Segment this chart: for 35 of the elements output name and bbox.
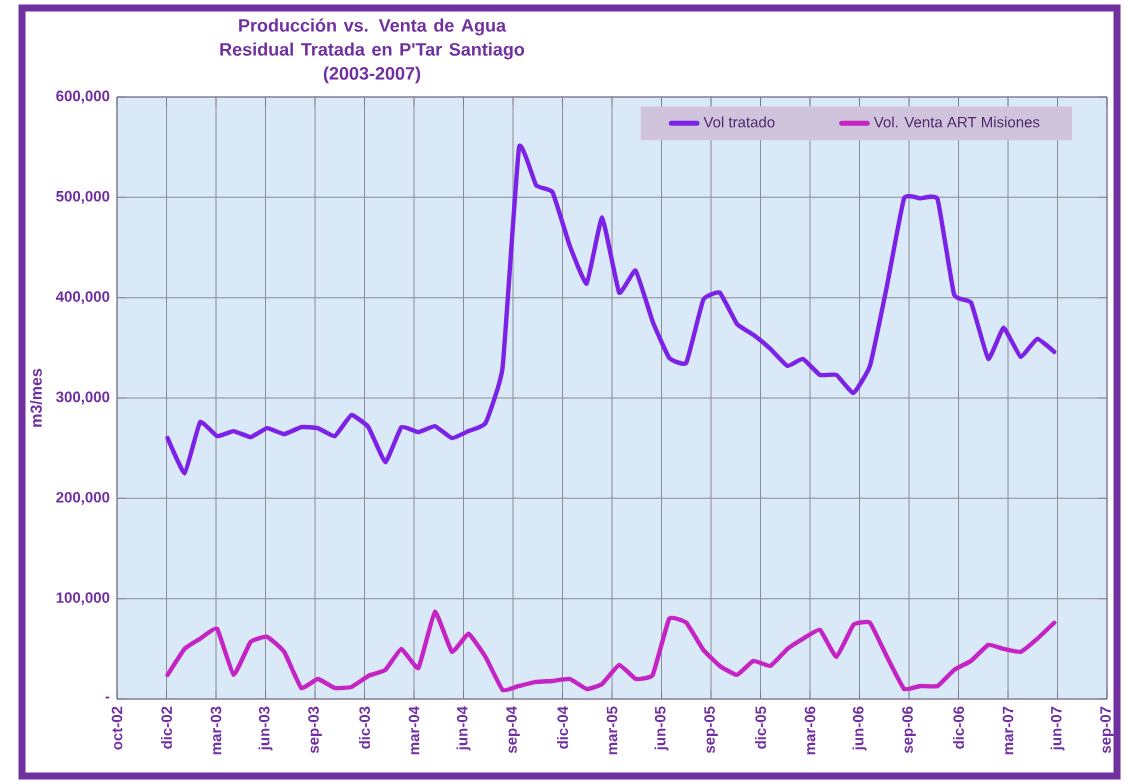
legend-label: Vol tratado <box>703 116 775 128</box>
x-tick-label: dic-06 <box>953 706 965 749</box>
x-tick-label: jun-07 <box>1050 706 1065 751</box>
x-tick-label: mar-04 <box>408 706 420 755</box>
y-tick-label: - <box>105 696 110 699</box>
y-tick-label: 200,000 <box>56 491 110 505</box>
x-tick-label: sep-06 <box>902 706 916 754</box>
x-tick-label: mar-03 <box>210 706 222 755</box>
x-tick-label: sep-04 <box>506 706 520 754</box>
x-tick-label: sep-07 <box>1100 706 1114 754</box>
y-tick-label: 500,000 <box>56 190 110 204</box>
line-series <box>165 144 1057 476</box>
chart-title: Producción vs. Venta de Agua Residual Tratada en P'Tar Santiago <box>220 18 525 60</box>
x-tick-label: oct-02 <box>111 706 123 750</box>
x-tick-label: mar-06 <box>804 706 816 755</box>
x-tick-label: jun-03 <box>258 706 273 751</box>
y-tick-label: 100,000 <box>56 592 110 606</box>
y-axis-title: m3/mes <box>30 368 42 427</box>
x-tick-label: sep-05 <box>704 706 718 754</box>
x-tick-label: dic-05 <box>755 706 767 749</box>
y-tick-label: 400,000 <box>55 291 110 305</box>
x-tick-label: dic-03 <box>359 706 371 749</box>
x-tick-label: mar-07 <box>1002 706 1014 755</box>
x-tick-label: jun-05 <box>654 706 669 751</box>
x-tick-label: jun-04 <box>456 706 471 751</box>
x-tick-label: dic-02 <box>161 706 173 749</box>
x-tick-label: jun-06 <box>852 706 867 751</box>
line-series <box>165 609 1057 693</box>
chart-subtitle: (2003-2007) <box>323 66 421 84</box>
y-tick-label: 300,000 <box>56 391 110 405</box>
x-tick-label: dic-04 <box>557 706 569 749</box>
x-tick-label: mar-05 <box>606 706 618 755</box>
x-tick-label: sep-03 <box>308 706 322 754</box>
legend-label: Vol. Venta ART Misiones <box>873 116 1040 128</box>
y-tick-label: 600,000 <box>56 90 110 104</box>
